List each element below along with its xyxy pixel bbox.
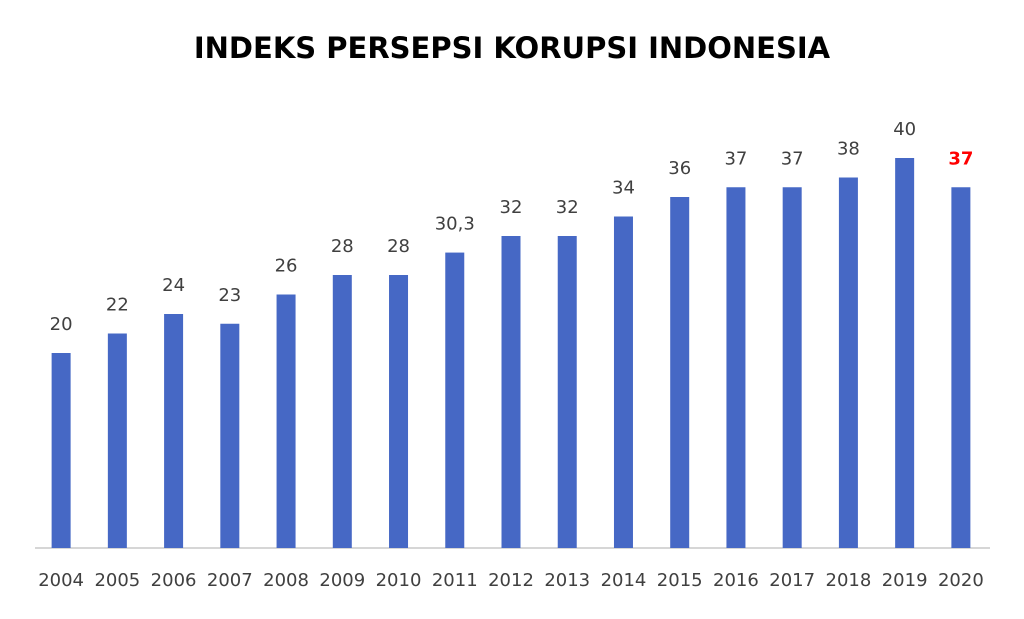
x-tick-label: 2020 <box>938 570 984 591</box>
x-tick-label: 2017 <box>769 570 815 591</box>
bar <box>51 353 71 548</box>
bar <box>445 252 465 548</box>
bar <box>220 323 240 548</box>
x-tick-label: 2005 <box>94 570 140 591</box>
bar <box>501 236 521 548</box>
bar <box>107 333 127 548</box>
bar <box>895 158 915 548</box>
x-tick-label: 2014 <box>601 570 647 591</box>
bar <box>389 275 409 548</box>
value-label: 38 <box>837 139 860 160</box>
value-label: 37 <box>781 148 804 169</box>
value-label: 32 <box>500 197 523 218</box>
x-tick-label: 2004 <box>38 570 84 591</box>
value-label: 37 <box>724 148 747 169</box>
x-tick-label: 2007 <box>207 570 253 591</box>
x-tick-label: 2011 <box>432 570 478 591</box>
value-label: 23 <box>218 285 241 306</box>
value-label: 36 <box>668 158 691 179</box>
chart-title: INDEKS PERSEPSI KORUPSI INDONESIA <box>194 31 831 65</box>
x-tick-label: 2006 <box>151 570 197 591</box>
x-tick-label: 2013 <box>544 570 590 591</box>
value-label: 34 <box>612 178 635 199</box>
x-tick-label: 2016 <box>713 570 759 591</box>
value-label: 40 <box>893 119 916 140</box>
value-label: 32 <box>556 197 579 218</box>
x-tick-label: 2009 <box>319 570 365 591</box>
x-tick-label: 2008 <box>263 570 309 591</box>
value-label: 20 <box>50 314 73 335</box>
value-label: 22 <box>106 295 129 316</box>
value-label: 30,3 <box>435 214 475 235</box>
value-label: 28 <box>387 236 410 257</box>
x-tick-label: 2012 <box>488 570 534 591</box>
x-tick-label: 2015 <box>657 570 703 591</box>
bar <box>557 236 577 548</box>
value-label: 37 <box>948 148 973 169</box>
value-label: 28 <box>331 236 354 257</box>
value-label: 24 <box>162 275 185 296</box>
bar <box>670 197 690 548</box>
bar <box>164 314 184 548</box>
bar <box>613 216 633 548</box>
bar <box>838 177 858 548</box>
x-tick-label: 2019 <box>882 570 928 591</box>
bar <box>276 294 296 548</box>
x-tick-label: 2018 <box>826 570 872 591</box>
value-label: 26 <box>275 256 298 277</box>
bar <box>332 275 352 548</box>
x-tick-label: 2010 <box>376 570 422 591</box>
bar <box>782 187 802 548</box>
bar <box>726 187 746 548</box>
bar <box>951 187 971 548</box>
